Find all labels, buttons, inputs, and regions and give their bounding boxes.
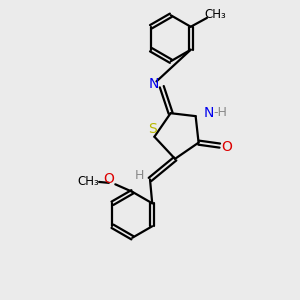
Text: N: N [204,106,214,120]
Text: -H: -H [214,106,228,119]
Text: O: O [221,140,232,154]
Text: H: H [135,169,144,182]
Text: O: O [103,172,114,186]
Text: CH₃: CH₃ [204,8,226,21]
Text: CH₃: CH₃ [77,175,99,188]
Text: S: S [148,122,157,136]
Text: N: N [148,77,159,91]
